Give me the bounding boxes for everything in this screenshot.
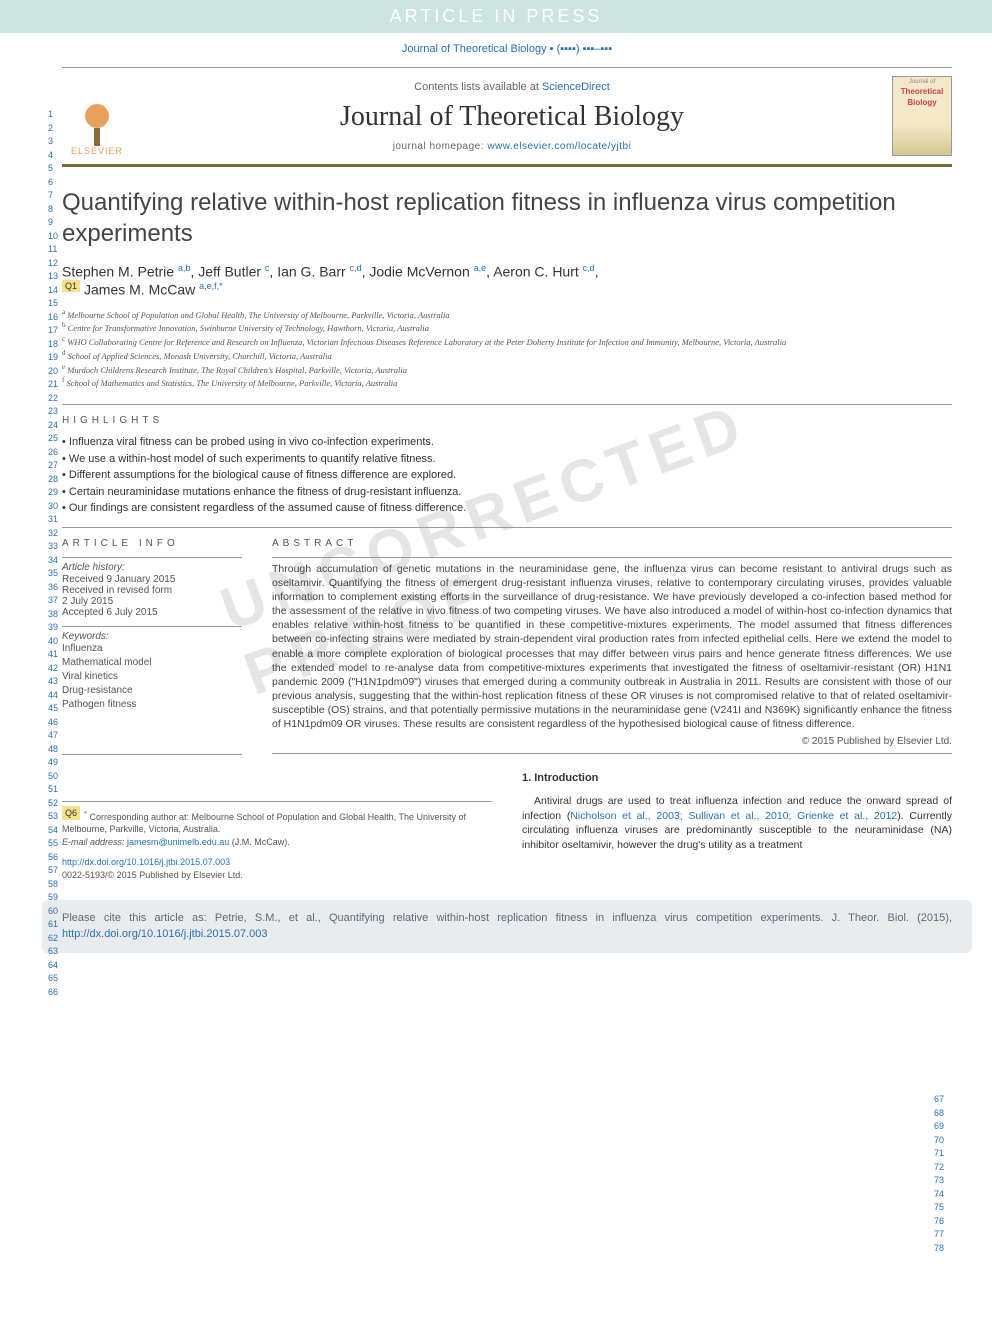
author-name: James M. McCaw xyxy=(84,282,195,298)
affiliation: c WHO Collaborating Centre for Reference… xyxy=(62,335,952,349)
intro-citation[interactable]: Nicholson et al., 2003; Sullivan et al.,… xyxy=(570,810,897,822)
author-affiliation-marker: c,d xyxy=(583,263,595,273)
issn-copyright: 0022-5193/© 2015 Published by Elsevier L… xyxy=(62,869,492,882)
article-history-title: Article history: xyxy=(62,562,242,573)
keyword: Drug-resistance xyxy=(62,684,242,698)
email-label: E-mail address: xyxy=(62,837,127,847)
keyword: Viral kinetics xyxy=(62,670,242,684)
cover-line1: Journal of xyxy=(895,79,949,85)
sciencedirect-link[interactable]: ScienceDirect xyxy=(542,81,610,93)
email-suffix: (J.M. McCaw). xyxy=(229,837,290,847)
corresponding-author-block: Q6 * Corresponding author at: Melbourne S… xyxy=(62,801,492,849)
line-numbers-left: 1234567891011121314151617181920212223242… xyxy=(48,108,58,999)
divider xyxy=(272,753,952,754)
intro-heading: 1. Introduction xyxy=(522,771,952,786)
author-affiliation-marker: c,d xyxy=(350,263,362,273)
journal-name: Journal of Theoretical Biology xyxy=(148,101,876,133)
journal-reference: Journal of Theoretical Biology ▪ (▪▪▪▪) … xyxy=(62,43,952,55)
homepage-prefix: journal homepage: xyxy=(393,141,488,152)
author-name: Ian G. Barr xyxy=(277,264,345,280)
highlight-item: We use a within-host model of such exper… xyxy=(62,451,952,468)
article-info-label: ARTICLE INFO xyxy=(62,538,242,549)
cite-box-text: Please cite this article as: Petrie, S.M… xyxy=(62,912,952,924)
keywords-list: InfluenzaMathematical modelViral kinetic… xyxy=(62,642,242,712)
journal-cover-thumbnail: Journal of Theoretical Biology xyxy=(892,76,952,156)
elsevier-label: ELSEVIER xyxy=(71,146,123,156)
author-affiliation-marker: a,e,f,* xyxy=(199,281,223,291)
corr-text: Corresponding author at: Melbourne Schoo… xyxy=(62,812,466,835)
author-name: Aeron C. Hurt xyxy=(493,264,579,280)
author-affiliation-marker: a,b xyxy=(178,263,191,273)
cite-box-doi-link[interactable]: http://dx.doi.org/10.1016/j.jtbi.2015.07… xyxy=(62,928,268,940)
highlights-list: Influenza viral fitness can be probed us… xyxy=(62,434,952,517)
highlight-item: Influenza viral fitness can be probed us… xyxy=(62,434,952,451)
line-numbers-right: 676869707172737475767778 xyxy=(934,1093,944,1255)
abstract-label: ABSTRACT xyxy=(272,538,952,549)
affiliation: f School of Mathematics and Statistics, … xyxy=(62,376,952,390)
citation-box: Please cite this article as: Petrie, S.M… xyxy=(42,900,972,953)
cover-line2: Theoretical xyxy=(895,87,949,96)
affiliation: d School of Applied Sciences, Monash Uni… xyxy=(62,349,952,363)
highlight-item: Our findings are consistent regardless o… xyxy=(62,500,952,517)
affiliations-list: a Melbourne School of Population and Glo… xyxy=(62,308,952,390)
affiliation: e Murdoch Childrens Research Institute, … xyxy=(62,363,952,377)
divider xyxy=(62,626,242,627)
abstract-text: Through accumulation of genetic mutation… xyxy=(272,562,952,732)
affiliation: b Centre for Transformative Innovation, … xyxy=(62,321,952,335)
article-in-press-banner: ARTICLE IN PRESS xyxy=(0,0,992,33)
revised-date-line2: 2 July 2015 xyxy=(62,596,242,607)
doi-link[interactable]: http://dx.doi.org/10.1016/j.jtbi.2015.07… xyxy=(62,857,230,867)
divider xyxy=(62,754,242,755)
corr-star: * xyxy=(84,809,87,818)
abstract-block: ABSTRACT Through accumulation of genetic… xyxy=(272,538,952,754)
highlight-item: Different assumptions for the biological… xyxy=(62,467,952,484)
highlights-label: HIGHLIGHTS xyxy=(62,415,952,426)
journal-homepage-link[interactable]: www.elsevier.com/locate/yjtbi xyxy=(487,141,631,152)
accepted-date: Accepted 6 July 2015 xyxy=(62,607,242,618)
keywords-title: Keywords: xyxy=(62,631,242,642)
sciencedirect-line: Contents lists available at ScienceDirec… xyxy=(148,81,876,93)
article-info-block: ARTICLE INFO Article history: Received 9… xyxy=(62,538,242,754)
author-affiliation-marker: c xyxy=(265,263,270,273)
cover-line3: Biology xyxy=(895,98,949,107)
masthead: ELSEVIER Contents lists available at Sci… xyxy=(62,67,952,167)
divider xyxy=(62,557,242,558)
elsevier-tree-icon xyxy=(72,96,122,146)
article-title: Quantifying relative within-host replica… xyxy=(62,187,952,249)
divider xyxy=(272,557,952,558)
q6-badge: Q6 xyxy=(62,806,80,821)
revised-date-line1: Received in revised form xyxy=(62,585,242,596)
left-column: Q6 * Corresponding author at: Melbourne S… xyxy=(62,771,492,882)
keyword: Mathematical model xyxy=(62,656,242,670)
copyright-line: © 2015 Published by Elsevier Ltd. xyxy=(272,736,952,747)
author-name: Stephen M. Petrie xyxy=(62,264,174,280)
highlight-item: Certain neuraminidase mutations enhance … xyxy=(62,484,952,501)
journal-homepage-line: journal homepage: www.elsevier.com/locat… xyxy=(148,141,876,152)
intro-paragraph: Antiviral drugs are used to treat influe… xyxy=(522,794,952,853)
right-column: 1. Introduction Antiviral drugs are used… xyxy=(522,771,952,882)
corr-email-link[interactable]: jamesm@unimelb.edu.au xyxy=(127,837,229,847)
q1-badge: Q1 xyxy=(62,280,80,292)
author-name: Jeff Butler xyxy=(198,264,261,280)
elsevier-logo: ELSEVIER xyxy=(62,76,132,156)
keyword: Pathogen fitness xyxy=(62,698,242,712)
author-affiliation-marker: a,e xyxy=(474,263,487,273)
keyword: Influenza xyxy=(62,642,242,656)
sciencedirect-prefix: Contents lists available at xyxy=(414,81,542,93)
received-date: Received 9 January 2015 xyxy=(62,574,242,585)
author-name: Jodie McVernon xyxy=(369,264,469,280)
divider xyxy=(62,404,952,405)
divider xyxy=(62,527,952,528)
authors-list: Stephen M. Petrie a,b, Jeff Butler c, Ia… xyxy=(62,263,952,297)
affiliation: a Melbourne School of Population and Glo… xyxy=(62,308,952,322)
